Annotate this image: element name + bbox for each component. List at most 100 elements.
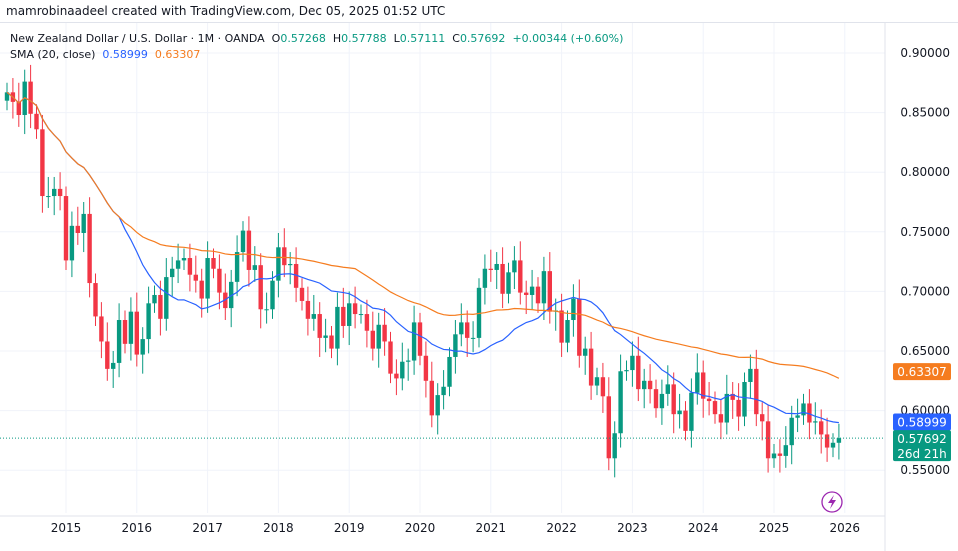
candle xyxy=(754,349,759,427)
candle xyxy=(134,292,139,367)
candle-body xyxy=(288,263,293,266)
close-label: C xyxy=(452,32,460,45)
candle xyxy=(423,341,429,398)
candle-body xyxy=(482,268,488,288)
candle-body xyxy=(116,320,122,363)
candle xyxy=(128,297,134,361)
candle xyxy=(706,381,712,416)
candle xyxy=(111,351,116,388)
candle xyxy=(583,336,588,375)
symbol-title[interactable]: New Zealand Dollar / U.S. Dollar · 1M · … xyxy=(10,32,265,45)
candle-body xyxy=(193,274,198,281)
candle-body xyxy=(388,341,393,374)
candle xyxy=(181,248,187,270)
candle-body xyxy=(535,286,541,304)
candle xyxy=(795,398,800,433)
candle xyxy=(282,228,287,278)
candle-body xyxy=(695,372,700,393)
candle-body xyxy=(518,260,523,293)
candle-body xyxy=(541,271,547,304)
candle-body xyxy=(358,314,364,316)
candle xyxy=(264,292,269,324)
candle-body xyxy=(836,438,842,443)
candle xyxy=(388,331,393,384)
candle xyxy=(299,278,305,311)
candle-body xyxy=(199,280,204,299)
x-tick-label: 2023 xyxy=(617,521,648,535)
candle xyxy=(93,273,98,326)
candle-body xyxy=(529,286,535,295)
candle xyxy=(618,354,623,448)
x-tick-label: 2022 xyxy=(546,521,577,535)
candle-body xyxy=(34,113,39,130)
candle xyxy=(69,211,75,278)
x-tick-label: 2016 xyxy=(122,521,153,535)
candle-body xyxy=(830,442,836,448)
candle xyxy=(453,320,458,374)
candle-body xyxy=(140,339,145,355)
candle-body xyxy=(352,303,358,315)
candle-body xyxy=(630,355,635,371)
candle xyxy=(642,368,647,409)
candle xyxy=(305,286,311,336)
candle xyxy=(187,243,193,292)
candle xyxy=(636,336,641,402)
candle xyxy=(57,172,63,211)
candle-body xyxy=(46,196,51,198)
candle xyxy=(175,243,181,284)
candle-body xyxy=(411,322,417,361)
candle xyxy=(447,347,452,397)
candle xyxy=(789,405,794,465)
candle-body xyxy=(701,372,706,399)
candle-body xyxy=(712,401,718,415)
candle xyxy=(518,241,523,305)
candle xyxy=(665,365,670,406)
candle xyxy=(742,372,747,427)
candle xyxy=(512,246,517,290)
candle xyxy=(358,304,364,324)
candle-body xyxy=(234,252,240,282)
candle-body xyxy=(293,263,299,288)
candle xyxy=(81,202,86,253)
candle xyxy=(801,393,806,425)
candle xyxy=(252,246,257,282)
open-label: O xyxy=(271,32,281,45)
candle xyxy=(311,294,316,331)
candle-body xyxy=(341,306,346,326)
candle-body xyxy=(276,247,281,281)
candle-body xyxy=(63,196,69,261)
candle xyxy=(347,291,352,346)
candle xyxy=(612,421,617,478)
candle-body xyxy=(382,324,387,342)
lightning-icon[interactable] xyxy=(821,491,843,513)
candle xyxy=(99,302,104,359)
candle-body xyxy=(736,399,741,417)
candle xyxy=(606,377,611,471)
candle xyxy=(158,280,163,336)
candle xyxy=(465,310,470,357)
candle xyxy=(813,402,818,435)
candle-body xyxy=(730,393,735,400)
candle-body xyxy=(347,303,352,326)
candle xyxy=(170,256,175,297)
candle-body xyxy=(807,403,812,423)
candlestick-chart[interactable]: 0.90000 0.85000 0.80000 0.75000 0.70000 0.650… xyxy=(0,22,958,551)
candle-body xyxy=(75,225,80,233)
badge-text: 0.63307 xyxy=(897,365,947,379)
candle-body xyxy=(175,260,181,269)
candle xyxy=(482,254,488,305)
candle-body xyxy=(87,213,92,284)
candle-body xyxy=(600,377,606,397)
candle-body xyxy=(683,410,688,431)
candle-body xyxy=(453,334,458,357)
candle-body xyxy=(559,310,564,343)
candle-body xyxy=(824,434,830,448)
x-tick-label: 2026 xyxy=(830,521,861,535)
candle-body xyxy=(642,380,647,390)
candle-body xyxy=(81,213,86,233)
candle xyxy=(164,258,169,331)
sma-label[interactable]: SMA (20, close) xyxy=(10,48,96,61)
candle xyxy=(63,186,69,270)
candle-body xyxy=(52,188,57,197)
candle xyxy=(28,64,33,129)
